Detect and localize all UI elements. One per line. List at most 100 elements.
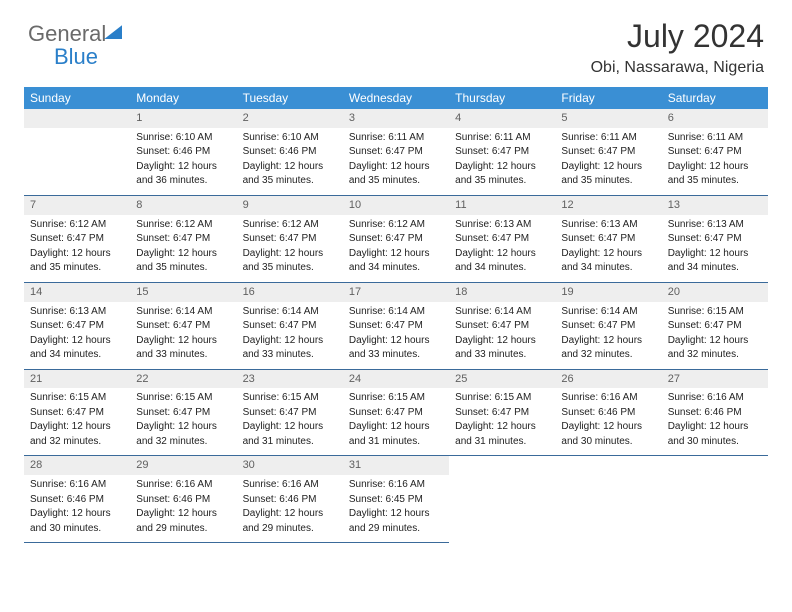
day-details: Sunrise: 6:12 AMSunset: 6:47 PMDaylight:… bbox=[343, 218, 449, 275]
daylight-line1: Daylight: 12 hours bbox=[455, 247, 549, 261]
sunset-text: Sunset: 6:47 PM bbox=[136, 406, 230, 420]
daylight-line1: Daylight: 12 hours bbox=[668, 420, 762, 434]
calendar-cell: 6 Sunrise: 6:11 AMSunset: 6:47 PMDaylight… bbox=[662, 109, 768, 196]
sunset-text: Sunset: 6:46 PM bbox=[136, 145, 230, 159]
daylight-line2: and 35 minutes. bbox=[455, 174, 549, 188]
sunrise-text: Sunrise: 6:11 AM bbox=[668, 131, 762, 145]
sunrise-text: Sunrise: 6:12 AM bbox=[349, 218, 443, 232]
daylight-line1: Daylight: 12 hours bbox=[668, 334, 762, 348]
daylight-line2: and 30 minutes. bbox=[30, 522, 124, 536]
day-details: Sunrise: 6:13 AMSunset: 6:47 PMDaylight:… bbox=[449, 218, 555, 275]
daylight-line2: and 29 minutes. bbox=[243, 522, 337, 536]
calendar-cell: 18Sunrise: 6:14 AMSunset: 6:47 PMDayligh… bbox=[449, 283, 555, 370]
daylight-line2: and 35 minutes. bbox=[668, 174, 762, 188]
sunset-text: Sunset: 6:46 PM bbox=[561, 406, 655, 420]
daylight-line1: Daylight: 12 hours bbox=[349, 507, 443, 521]
sunrise-text: Sunrise: 6:15 AM bbox=[349, 391, 443, 405]
day-details: Sunrise: 6:11 AMSunset: 6:47 PMDaylight:… bbox=[343, 131, 449, 188]
daylight-line2: and 33 minutes. bbox=[349, 348, 443, 362]
daylight-line2: and 35 minutes. bbox=[243, 174, 337, 188]
sunrise-text: Sunrise: 6:14 AM bbox=[136, 305, 230, 319]
day-number: 20 bbox=[662, 283, 768, 302]
sunset-text: Sunset: 6:47 PM bbox=[136, 319, 230, 333]
daylight-line1: Daylight: 12 hours bbox=[136, 507, 230, 521]
sunset-text: Sunset: 6:47 PM bbox=[349, 145, 443, 159]
page-title: July 2024 bbox=[591, 18, 764, 55]
calendar-week: 21Sunrise: 6:15 AMSunset: 6:47 PMDayligh… bbox=[24, 370, 768, 457]
daylight-line2: and 34 minutes. bbox=[349, 261, 443, 275]
calendar-cell bbox=[555, 456, 661, 543]
day-number: 22 bbox=[130, 370, 236, 389]
day-details: Sunrise: 6:10 AMSunset: 6:46 PMDaylight:… bbox=[237, 131, 343, 188]
day-number: 15 bbox=[130, 283, 236, 302]
daylight-line2: and 32 minutes. bbox=[136, 435, 230, 449]
sunset-text: Sunset: 6:47 PM bbox=[30, 232, 124, 246]
day-number: 30 bbox=[237, 456, 343, 475]
sunset-text: Sunset: 6:47 PM bbox=[243, 406, 337, 420]
calendar-cell: 17Sunrise: 6:14 AMSunset: 6:47 PMDayligh… bbox=[343, 283, 449, 370]
calendar-cell: 5 Sunrise: 6:11 AMSunset: 6:47 PMDaylight… bbox=[555, 109, 661, 196]
day-header-friday: Friday bbox=[555, 87, 661, 109]
daylight-line2: and 29 minutes. bbox=[349, 522, 443, 536]
calendar-cell: 31Sunrise: 6:16 AMSunset: 6:45 PMDayligh… bbox=[343, 456, 449, 543]
day-details: Sunrise: 6:14 AMSunset: 6:47 PMDaylight:… bbox=[130, 305, 236, 362]
sunrise-text: Sunrise: 6:11 AM bbox=[561, 131, 655, 145]
sunrise-text: Sunrise: 6:11 AM bbox=[349, 131, 443, 145]
sunrise-text: Sunrise: 6:14 AM bbox=[243, 305, 337, 319]
day-number: 17 bbox=[343, 283, 449, 302]
day-number: 29 bbox=[130, 456, 236, 475]
daylight-line1: Daylight: 12 hours bbox=[136, 334, 230, 348]
daylight-line2: and 35 minutes. bbox=[136, 261, 230, 275]
day-header-thursday: Thursday bbox=[449, 87, 555, 109]
day-details: Sunrise: 6:15 AMSunset: 6:47 PMDaylight:… bbox=[130, 391, 236, 448]
day-number: 6 bbox=[662, 109, 768, 128]
daylight-line2: and 30 minutes. bbox=[561, 435, 655, 449]
day-details: Sunrise: 6:11 AMSunset: 6:47 PMDaylight:… bbox=[555, 131, 661, 188]
day-details: Sunrise: 6:11 AMSunset: 6:47 PMDaylight:… bbox=[662, 131, 768, 188]
page-header: GeneralBlue July 2024 Obi, Nassarawa, Ni… bbox=[0, 0, 792, 77]
day-number: 5 bbox=[555, 109, 661, 128]
daylight-line1: Daylight: 12 hours bbox=[349, 420, 443, 434]
calendar-cell: 1Sunrise: 6:10 AMSunset: 6:46 PMDaylight… bbox=[130, 109, 236, 196]
calendar-cell: 9Sunrise: 6:12 AMSunset: 6:47 PMDaylight… bbox=[237, 196, 343, 283]
day-header-tuesday: Tuesday bbox=[237, 87, 343, 109]
daylight-line1: Daylight: 12 hours bbox=[243, 160, 337, 174]
sunset-text: Sunset: 6:46 PM bbox=[668, 406, 762, 420]
sunset-text: Sunset: 6:47 PM bbox=[455, 232, 549, 246]
logo-text-general: General bbox=[28, 21, 106, 46]
daylight-line1: Daylight: 12 hours bbox=[243, 334, 337, 348]
calendar-week: 1Sunrise: 6:10 AMSunset: 6:46 PMDaylight… bbox=[24, 109, 768, 196]
page-subtitle: Obi, Nassarawa, Nigeria bbox=[591, 59, 764, 77]
daylight-line1: Daylight: 12 hours bbox=[136, 420, 230, 434]
daylight-line1: Daylight: 12 hours bbox=[455, 334, 549, 348]
sunset-text: Sunset: 6:47 PM bbox=[668, 232, 762, 246]
sunset-text: Sunset: 6:47 PM bbox=[668, 145, 762, 159]
day-number: 25 bbox=[449, 370, 555, 389]
calendar-cell: 30Sunrise: 6:16 AMSunset: 6:46 PMDayligh… bbox=[237, 456, 343, 543]
sunrise-text: Sunrise: 6:15 AM bbox=[668, 305, 762, 319]
calendar-cell: 15 Sunrise: 6:14 AMSunset: 6:47 PMDayligh… bbox=[130, 283, 236, 370]
daylight-line1: Daylight: 12 hours bbox=[243, 247, 337, 261]
daylight-line1: Daylight: 12 hours bbox=[30, 247, 124, 261]
daylight-line1: Daylight: 12 hours bbox=[561, 160, 655, 174]
sunset-text: Sunset: 6:46 PM bbox=[243, 145, 337, 159]
daylight-line2: and 29 minutes. bbox=[136, 522, 230, 536]
day-header-saturday: Saturday bbox=[662, 87, 768, 109]
logo-triangle-icon bbox=[104, 25, 122, 39]
sunrise-text: Sunrise: 6:15 AM bbox=[30, 391, 124, 405]
daylight-line2: and 34 minutes. bbox=[561, 261, 655, 275]
day-number: 9 bbox=[237, 196, 343, 215]
day-number: 3 bbox=[343, 109, 449, 128]
daylight-line1: Daylight: 12 hours bbox=[561, 334, 655, 348]
day-details: Sunrise: 6:15 AMSunset: 6:47 PMDaylight:… bbox=[237, 391, 343, 448]
sunset-text: Sunset: 6:47 PM bbox=[30, 406, 124, 420]
calendar-day-header: SundayMondayTuesdayWednesdayThursdayFrid… bbox=[24, 87, 768, 109]
daylight-line2: and 33 minutes. bbox=[455, 348, 549, 362]
sunset-text: Sunset: 6:47 PM bbox=[136, 232, 230, 246]
sunset-text: Sunset: 6:45 PM bbox=[349, 493, 443, 507]
calendar-cell: 16Sunrise: 6:14 AMSunset: 6:47 PMDayligh… bbox=[237, 283, 343, 370]
sunrise-text: Sunrise: 6:10 AM bbox=[243, 131, 337, 145]
calendar-cell: 25Sunrise: 6:15 AMSunset: 6:47 PMDayligh… bbox=[449, 370, 555, 457]
daylight-line2: and 34 minutes. bbox=[668, 261, 762, 275]
daylight-line1: Daylight: 12 hours bbox=[349, 247, 443, 261]
